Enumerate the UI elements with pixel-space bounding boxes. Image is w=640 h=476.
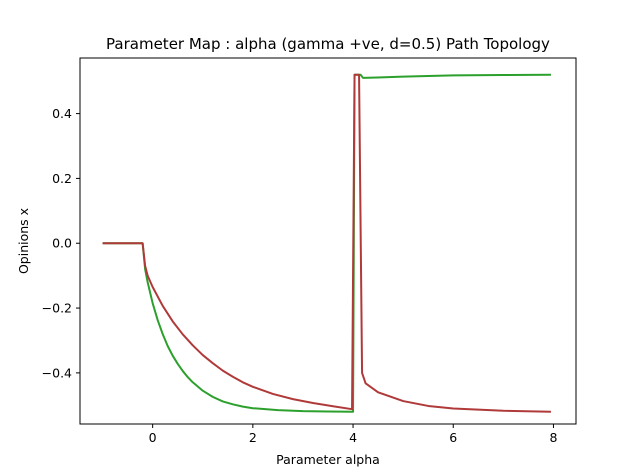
y-axis-label: Opinions x (16, 208, 31, 274)
series-line-2 (102, 73, 551, 413)
x-tick-label: 4 (349, 430, 357, 445)
axes-frame (79, 57, 577, 425)
chart-title: Parameter Map : alpha (gamma +ve, d=0.5)… (106, 35, 550, 53)
y-axis: −0.4 −0.2 0.0 0.2 0.4 (42, 106, 80, 380)
x-tick-label: 6 (449, 430, 457, 445)
y-tick-label: 0.4 (52, 106, 72, 121)
series-line-1 (102, 73, 551, 413)
y-tick-label: −0.2 (42, 301, 72, 316)
x-tick-label: 0 (149, 430, 157, 445)
x-tick-label: 2 (249, 430, 257, 445)
y-tick-label: 0.2 (52, 171, 72, 186)
x-axis-label: Parameter alpha (276, 452, 380, 467)
plot-area (102, 73, 551, 413)
x-tick-label: 8 (549, 430, 557, 445)
y-tick-label: −0.4 (42, 365, 72, 380)
x-axis: 0 2 4 6 8 (149, 424, 557, 445)
y-tick-label: 0.0 (52, 236, 72, 251)
series-layer (102, 73, 551, 413)
